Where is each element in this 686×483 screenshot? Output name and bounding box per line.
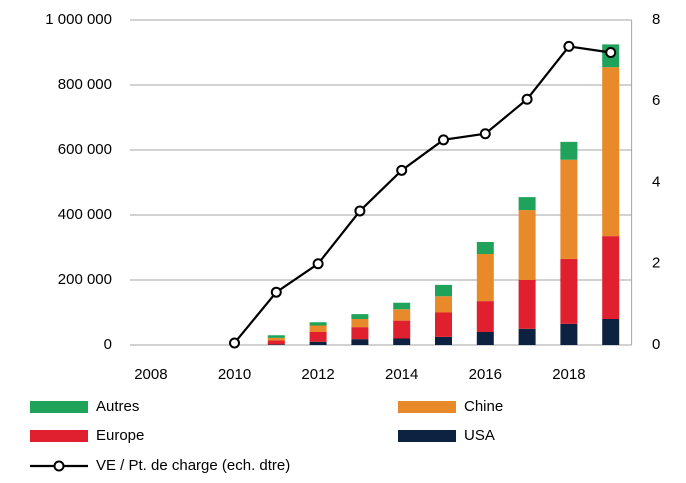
bar-segment [435, 312, 452, 337]
bar-segment [393, 302, 411, 310]
bar-segment [393, 338, 411, 345]
legend-swatch [398, 430, 456, 442]
bar-segment [267, 344, 285, 345]
bar-segment [351, 339, 369, 345]
legend-swatch [30, 430, 88, 442]
bar-segment [435, 296, 452, 313]
line [233, 45, 611, 344]
legend-label: Europe [96, 427, 144, 444]
x-tick-label: 2010 [218, 366, 251, 383]
y-tick-label: 200 000 [58, 271, 112, 288]
line-marker [396, 164, 408, 176]
x-tick-label: 2016 [469, 366, 502, 383]
y2-tick-label: 8 [652, 11, 660, 28]
bar-segment [393, 309, 411, 321]
bar-segment [602, 236, 620, 319]
y2-tick-label: 0 [652, 336, 660, 353]
bar-segment [476, 332, 494, 345]
bar-segment [602, 319, 620, 345]
x-tick-label: 2008 [134, 366, 167, 383]
x-tick-label: 2012 [301, 366, 334, 383]
bar-segment [476, 241, 494, 254]
legend-marker [53, 460, 65, 472]
line-marker [479, 128, 491, 140]
line-marker [229, 337, 240, 349]
bar-segment [309, 341, 327, 345]
line-marker [563, 40, 575, 52]
bar-segment [267, 337, 285, 341]
bar-segment [351, 327, 369, 340]
bar-segment [309, 325, 327, 332]
x-tick-label: 2018 [552, 366, 585, 383]
y-tick-label: 0 [104, 336, 112, 353]
bar-segment [351, 314, 369, 319]
bar-segment [518, 328, 536, 345]
bar-segment [560, 323, 578, 345]
line-marker [438, 134, 449, 146]
y2-tick-label: 2 [652, 255, 660, 272]
bar-segment [267, 335, 285, 338]
y2-tick-label: 4 [652, 173, 660, 190]
bar-segment [518, 280, 536, 329]
bar-segment [393, 320, 411, 339]
y-tick-label: 400 000 [58, 206, 112, 223]
bar-segment [518, 210, 536, 280]
line-marker [605, 47, 617, 58]
y-tick-label: 600 000 [58, 141, 112, 158]
y2-tick-label: 6 [652, 92, 660, 109]
line-marker [270, 286, 282, 298]
bar-segment [560, 141, 578, 160]
legend-swatch [398, 401, 456, 413]
bar-segment [351, 319, 369, 328]
bar-segment [602, 67, 620, 237]
line-marker [521, 93, 533, 105]
legend-label: Autres [96, 398, 139, 415]
bar-segment [309, 322, 327, 326]
bar-segment [309, 332, 327, 342]
bar-segment [435, 284, 452, 297]
bar-segment [560, 258, 578, 324]
bar-segment [267, 340, 285, 345]
bar-segment [518, 197, 536, 211]
legend-label: Chine [464, 398, 503, 415]
y-tick-label: 800 000 [58, 76, 112, 93]
bar-segment [560, 159, 578, 259]
bar-segment [435, 336, 452, 345]
line-marker [354, 205, 366, 217]
x-tick-label: 2014 [385, 366, 418, 383]
bar-segment [476, 254, 494, 302]
legend-swatch [30, 401, 88, 413]
legend-label: USA [464, 427, 495, 444]
y-tick-label: 1 000 000 [45, 11, 112, 28]
bar-segment [476, 301, 494, 332]
line-marker [312, 258, 324, 270]
legend-label: VE / Pt. de charge (ech. dtre) [96, 457, 290, 474]
